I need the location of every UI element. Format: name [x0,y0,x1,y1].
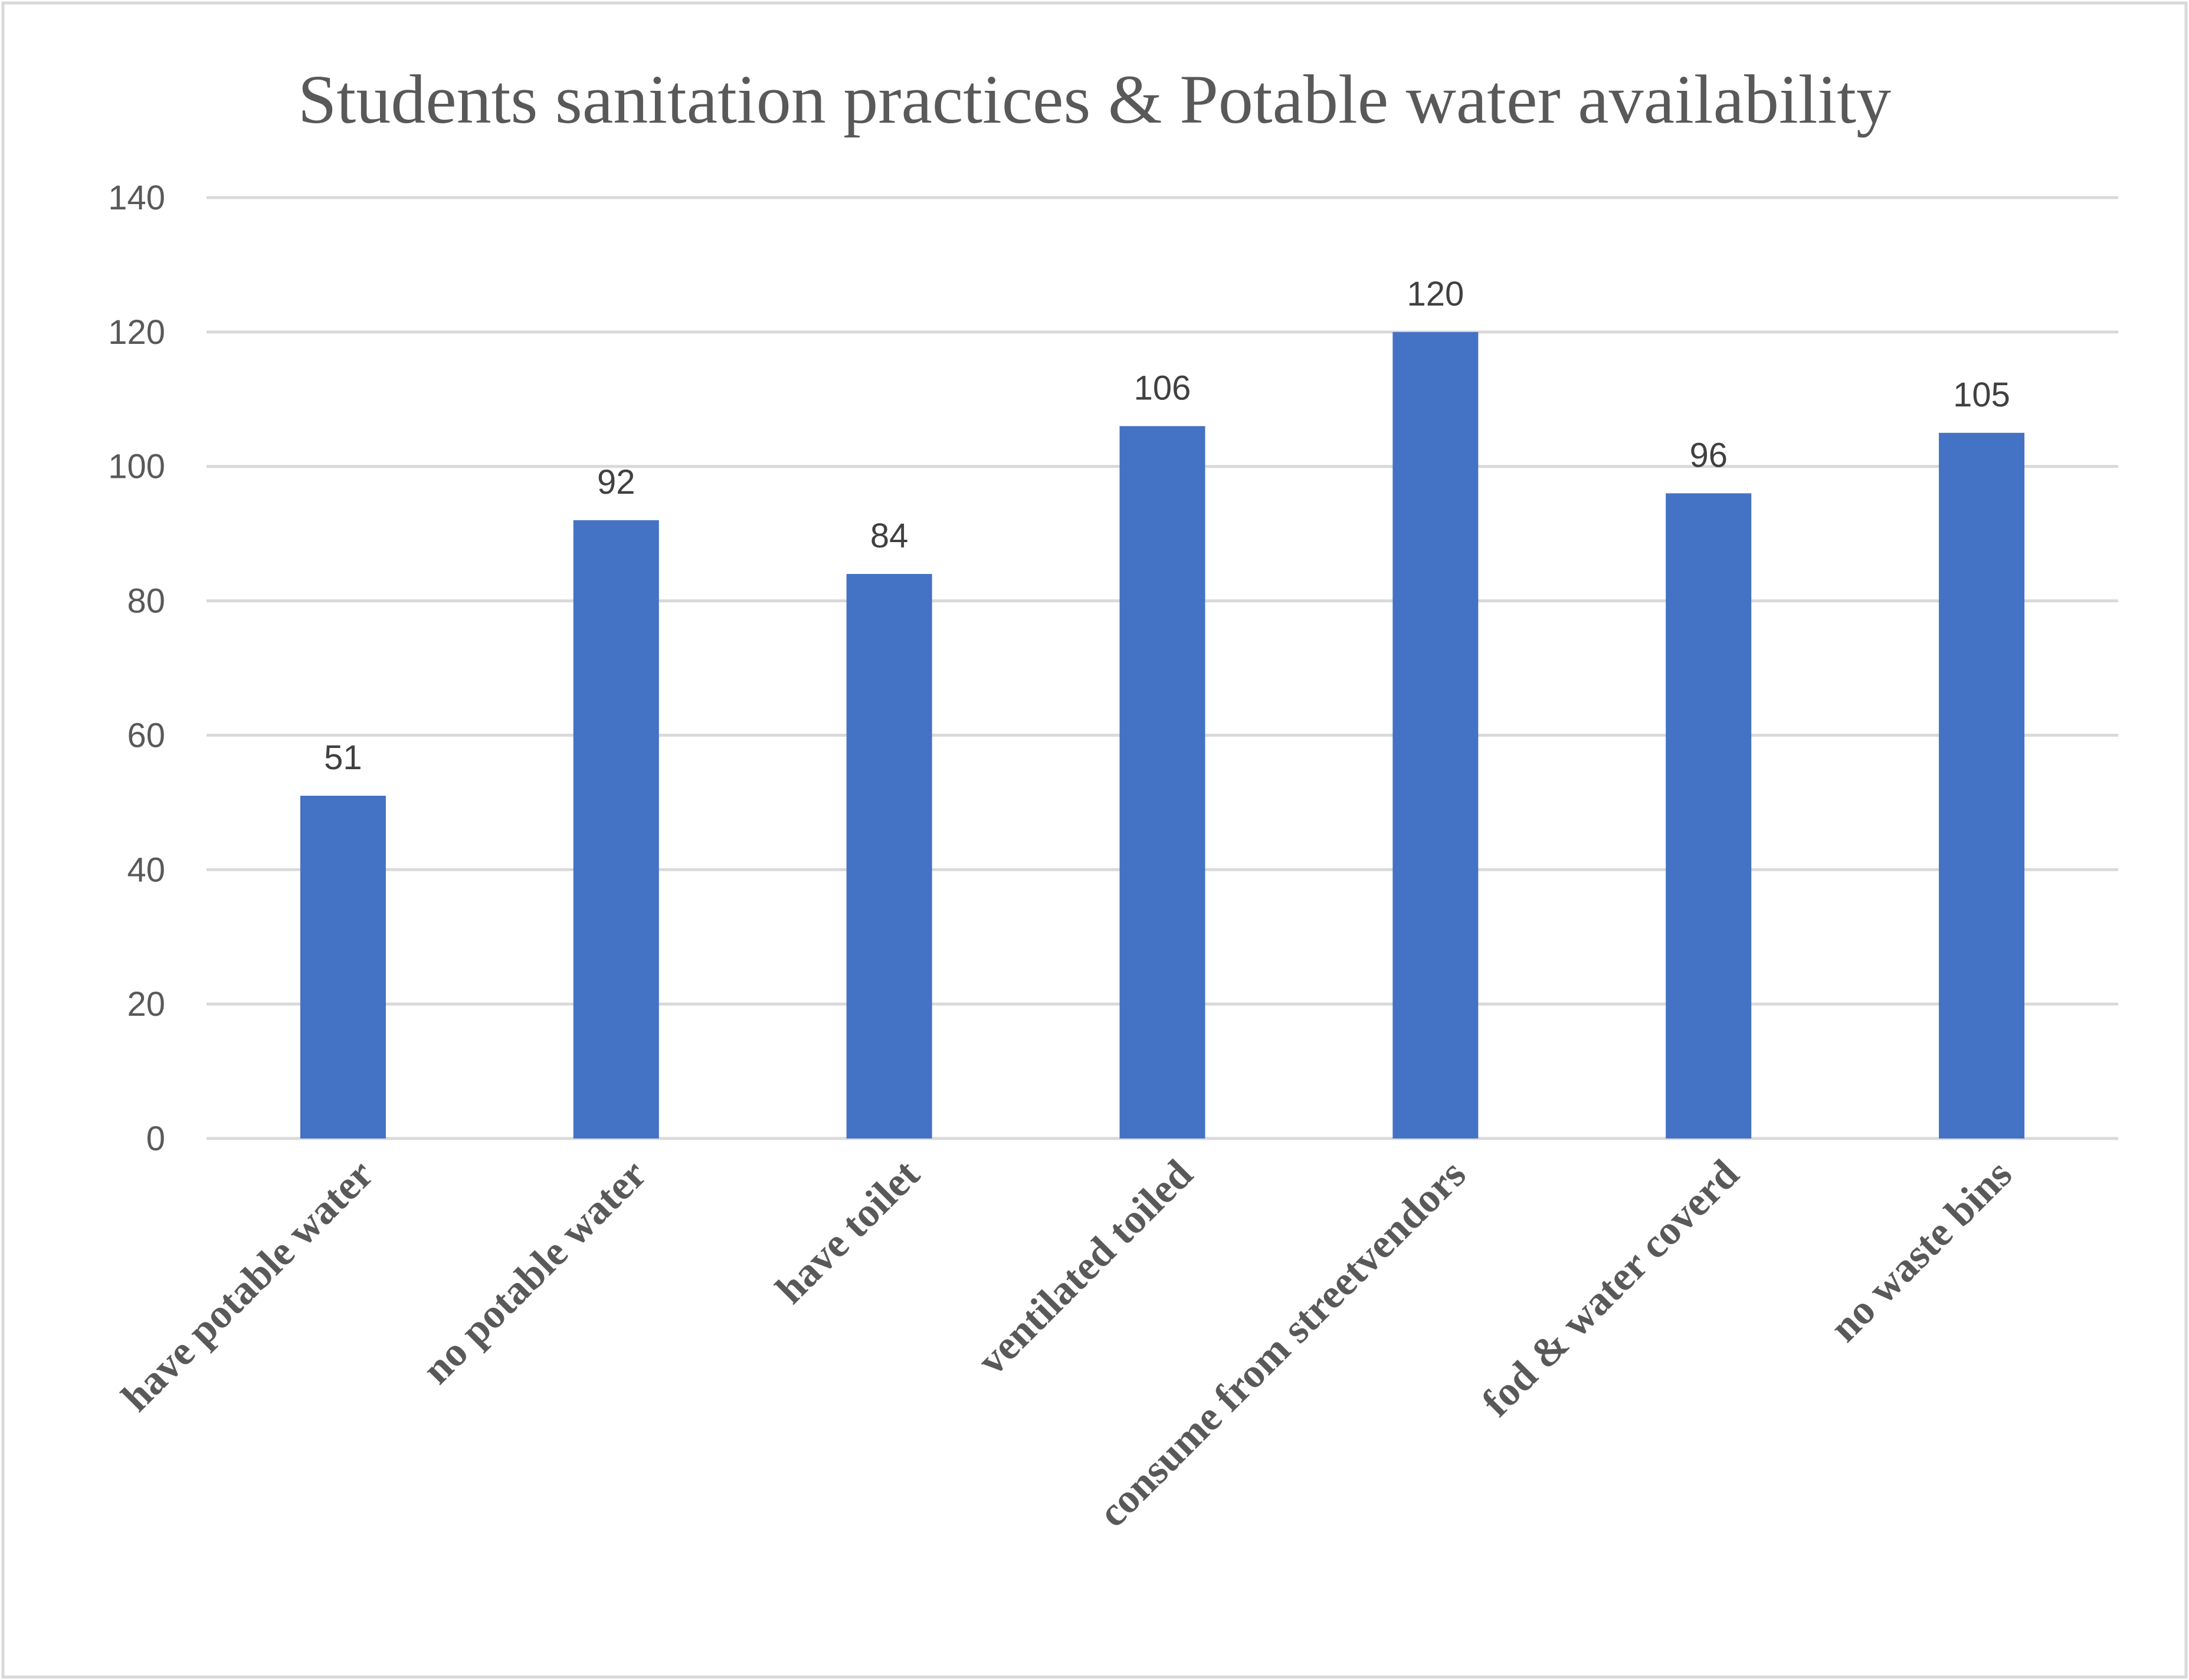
y-tick-label-120: 120 [108,313,165,352]
bar-2 [846,574,932,1138]
chart-title: Students sanitation practices & Potable … [298,61,1891,138]
y-tick-label-60: 60 [127,716,165,754]
bars [300,332,2025,1139]
bar-5 [1666,493,1752,1139]
data-label-0: 51 [324,739,362,777]
data-label-3: 106 [1134,369,1191,407]
data-label-4: 120 [1407,275,1464,313]
y-tick-label-80: 80 [127,582,165,621]
bar-4 [1392,332,1479,1138]
data-labels: 51 92 84 106 120 96 105 [324,275,2010,777]
y-tick-label-20: 20 [127,985,165,1023]
data-label-5: 96 [1689,436,1728,474]
y-tick-label-0: 0 [146,1120,165,1158]
y-tick-label-100: 100 [108,448,165,486]
bar-3 [1119,426,1205,1138]
data-label-1: 92 [597,463,635,501]
data-label-2: 84 [870,517,909,555]
y-axis-tick-labels: 0 20 40 60 80 100 120 140 [108,179,165,1158]
bar-1 [573,520,659,1138]
y-tick-label-40: 40 [127,851,165,889]
y-tick-label-140: 140 [108,179,165,217]
data-label-6: 105 [1953,376,2010,414]
bar-6 [1939,432,2025,1138]
bar-0 [300,795,386,1138]
